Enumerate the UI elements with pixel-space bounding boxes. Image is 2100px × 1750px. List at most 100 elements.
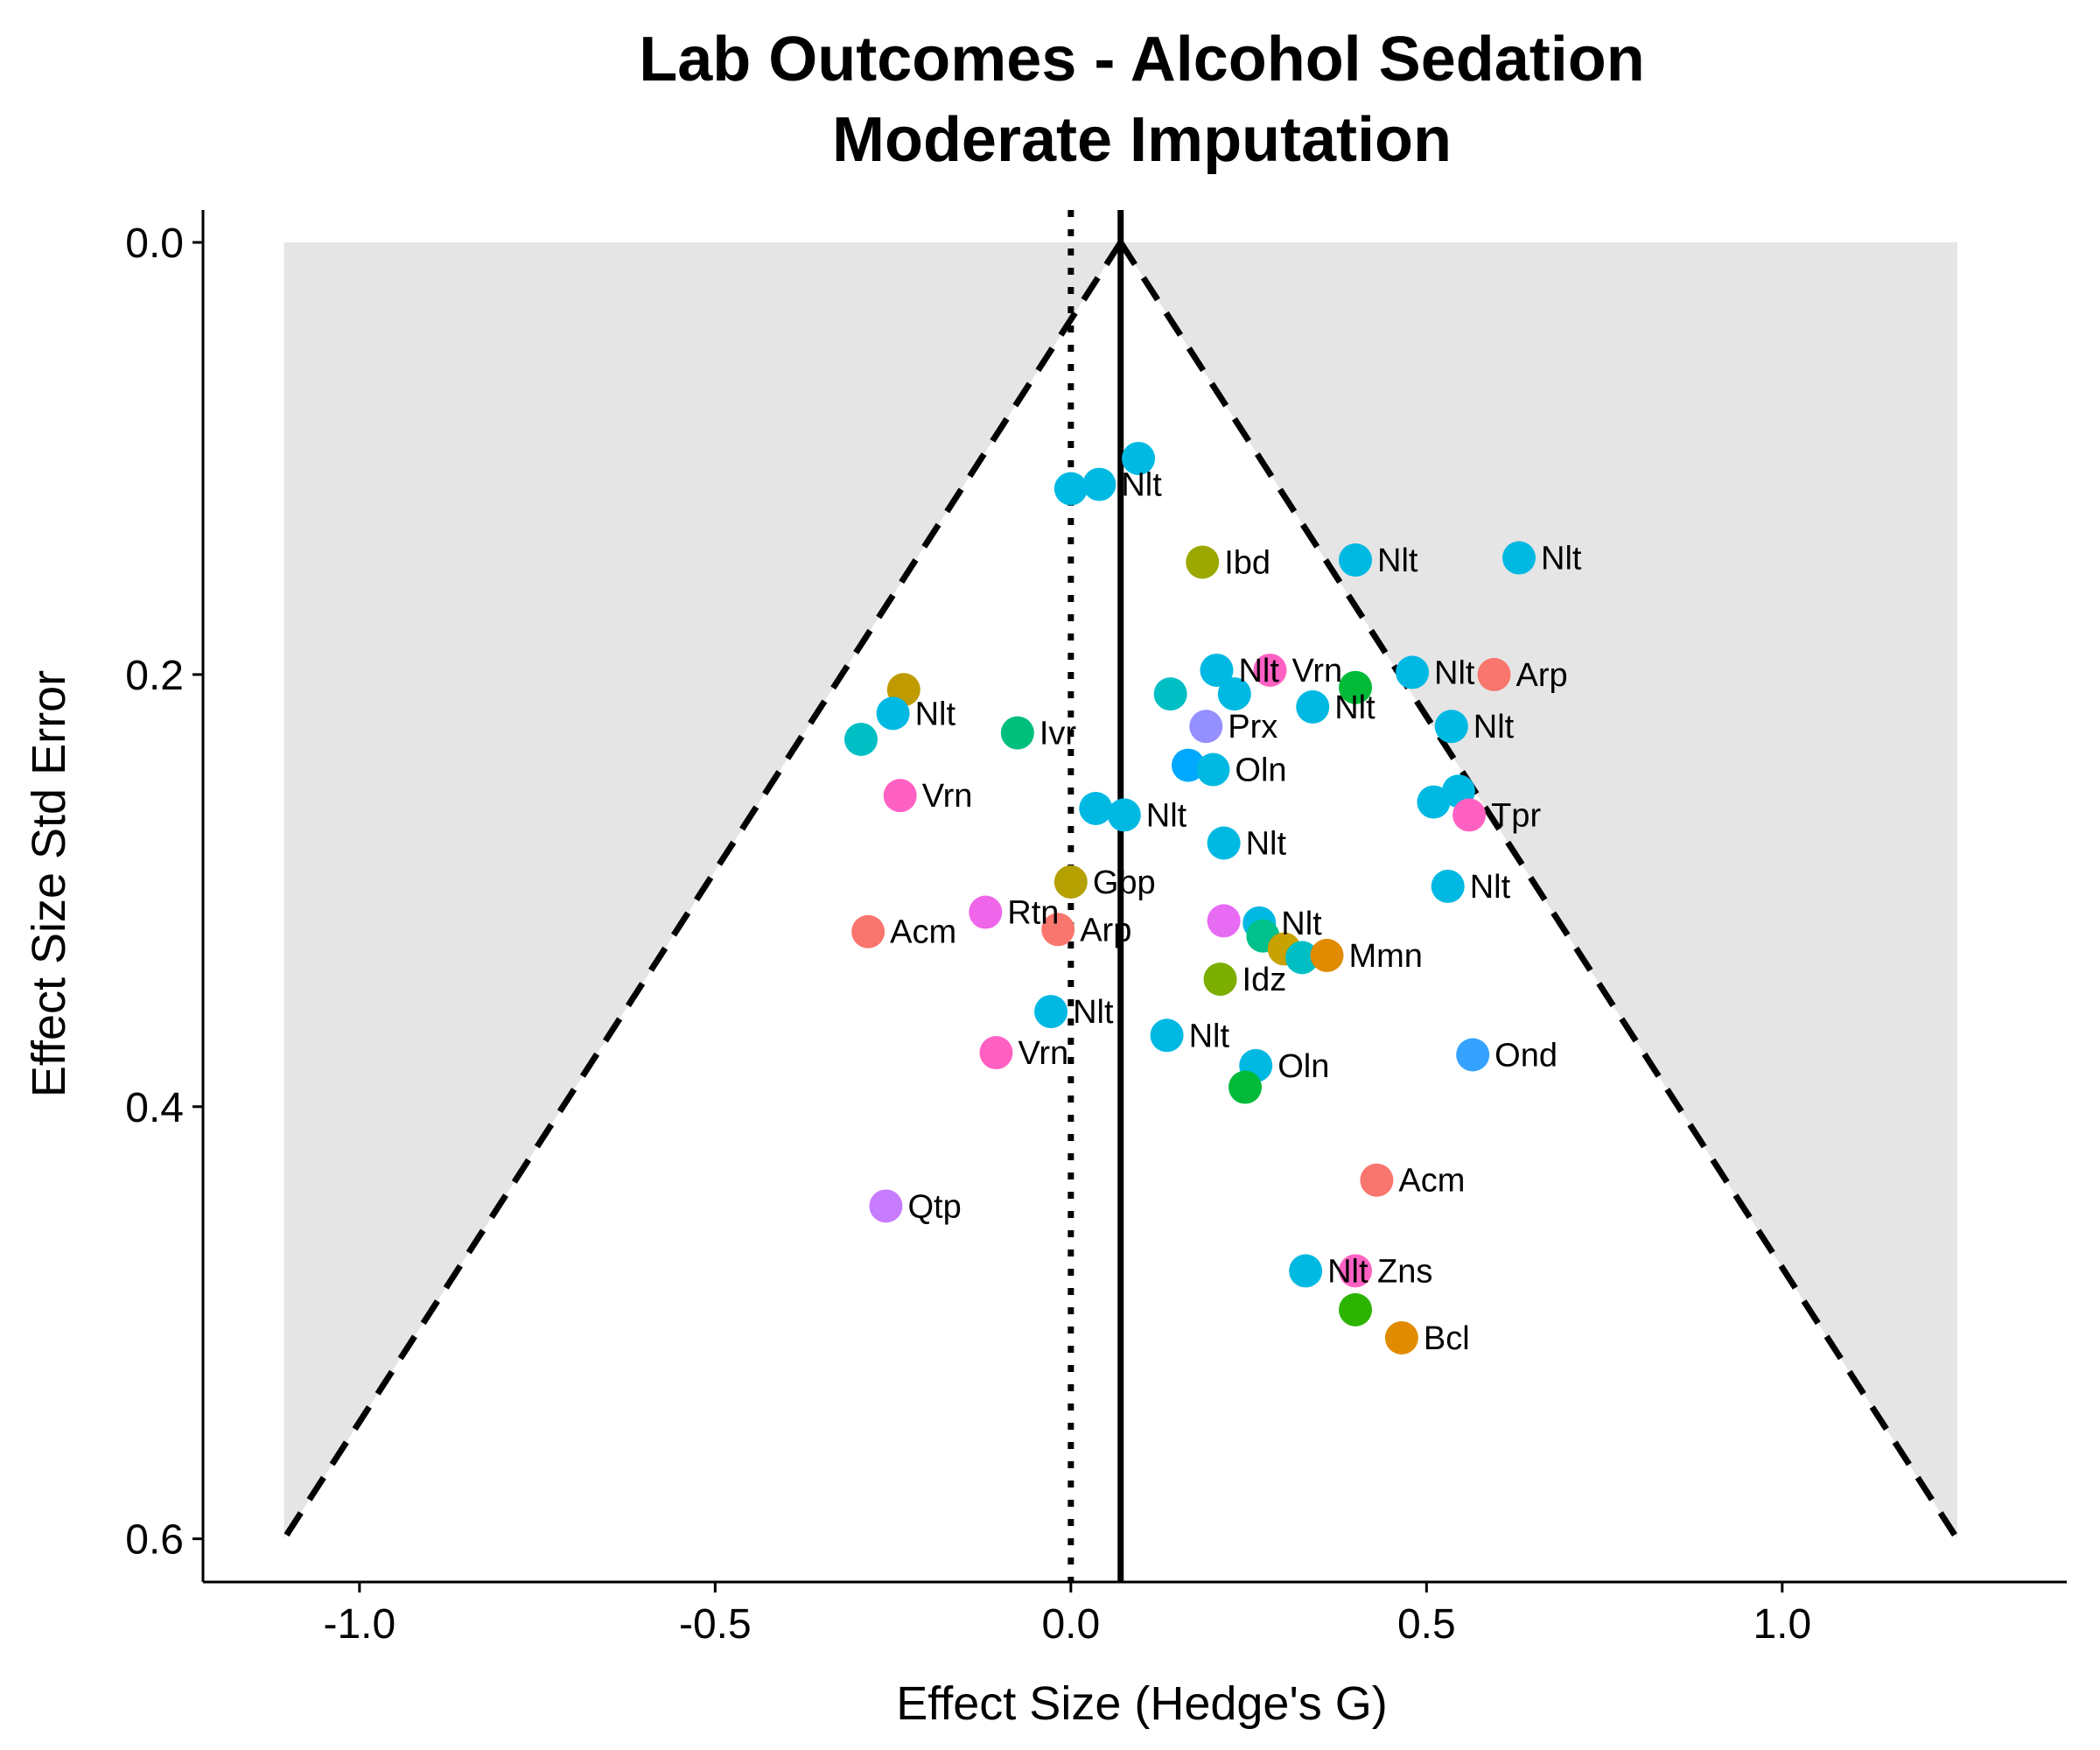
data-point bbox=[883, 779, 917, 813]
data-point bbox=[1296, 690, 1330, 724]
data-point bbox=[1310, 938, 1344, 972]
data-point bbox=[1200, 653, 1234, 687]
data-point bbox=[1122, 441, 1156, 475]
point-label: Nlt bbox=[1377, 542, 1418, 579]
point-label: Oln bbox=[1278, 1048, 1329, 1085]
data-point bbox=[1456, 1038, 1490, 1072]
point-label: Acm bbox=[890, 914, 956, 951]
chart-title: Lab Outcomes - Alcohol Sedation bbox=[639, 24, 1644, 94]
point-label: Ibd bbox=[1224, 544, 1270, 581]
data-point bbox=[1186, 545, 1220, 579]
y-axis-title: Effect Size Std Error bbox=[23, 670, 75, 1097]
point-label: Nlt bbox=[1073, 994, 1114, 1031]
y-tick-label: 0.6 bbox=[125, 1517, 184, 1564]
point-label: Arp bbox=[1080, 912, 1131, 948]
data-point bbox=[1207, 904, 1241, 938]
data-point bbox=[1477, 657, 1511, 691]
x-tick-label: 0.5 bbox=[1397, 1601, 1456, 1648]
funnel-line-left bbox=[281, 241, 1124, 1541]
point-label: Nlt bbox=[1327, 1253, 1368, 1290]
data-point bbox=[1153, 677, 1187, 711]
funnel-region bbox=[281, 241, 1960, 1541]
funnel-line-right bbox=[1117, 241, 1960, 1541]
data-point bbox=[979, 1036, 1013, 1070]
data-point bbox=[1217, 677, 1251, 711]
point-label: Nlt bbox=[1541, 541, 1582, 578]
point-label: Nlt bbox=[1189, 1018, 1230, 1054]
data-points bbox=[844, 441, 1536, 1354]
x-tick-label: 0.0 bbox=[1041, 1601, 1100, 1648]
data-point bbox=[1452, 798, 1487, 832]
data-point bbox=[844, 722, 878, 756]
data-point bbox=[1150, 1018, 1184, 1053]
point-label: Nlt bbox=[1470, 869, 1511, 906]
point-label: Nlt bbox=[915, 696, 956, 732]
point-label: Nlt bbox=[1246, 826, 1287, 863]
point-label: Prx bbox=[1228, 709, 1278, 746]
data-point bbox=[1054, 864, 1088, 899]
data-point bbox=[1289, 1254, 1323, 1288]
data-point bbox=[1203, 962, 1237, 997]
data-point bbox=[1431, 869, 1465, 903]
data-point bbox=[1396, 655, 1430, 690]
point-label: Vrn bbox=[1292, 653, 1342, 690]
point-label: Acm bbox=[1398, 1163, 1465, 1200]
y-tick-label: 0.4 bbox=[125, 1085, 184, 1131]
data-point bbox=[1434, 710, 1468, 744]
point-label: Oln bbox=[1235, 752, 1286, 789]
data-point bbox=[1196, 752, 1230, 787]
data-point bbox=[1107, 798, 1141, 832]
data-point bbox=[1339, 670, 1373, 704]
data-point bbox=[1228, 1070, 1263, 1104]
point-label: Tpr bbox=[1491, 797, 1541, 834]
axes: -1.0 -0.5 0.0 0.5 1.0 0.0 0.2 0.4 0.6 bbox=[125, 210, 2067, 1648]
chart-subtitle: Moderate Imputation bbox=[832, 105, 1452, 175]
funnel-shade-left bbox=[284, 242, 1121, 1539]
data-point bbox=[1502, 541, 1536, 575]
point-label: Nlt bbox=[1121, 467, 1162, 504]
data-point bbox=[1041, 913, 1075, 947]
point-label: Bcl bbox=[1424, 1320, 1470, 1357]
point-label: Vrn bbox=[922, 778, 973, 815]
y-tick-label: 0.2 bbox=[125, 653, 184, 699]
point-label: Ond bbox=[1494, 1037, 1558, 1074]
data-point bbox=[1417, 785, 1451, 819]
data-point bbox=[1054, 472, 1088, 506]
point-label: Nlt bbox=[1474, 709, 1515, 746]
data-point bbox=[1360, 1163, 1394, 1197]
data-point bbox=[1079, 791, 1113, 825]
data-point bbox=[1384, 1320, 1418, 1354]
data-point bbox=[1339, 1292, 1373, 1326]
point-label: Nlt bbox=[1146, 797, 1187, 834]
point-label: Nlt bbox=[1334, 690, 1376, 726]
point-label: Nlt bbox=[1281, 906, 1322, 942]
data-point bbox=[869, 1189, 903, 1223]
point-label: Zns bbox=[1377, 1253, 1432, 1290]
data-point bbox=[876, 696, 910, 731]
data-point bbox=[1171, 748, 1205, 782]
point-label: Gbp bbox=[1093, 864, 1156, 901]
point-label: Arp bbox=[1516, 657, 1568, 694]
point-label: Nlt bbox=[1238, 653, 1279, 690]
data-point bbox=[1034, 995, 1068, 1029]
data-point bbox=[1207, 826, 1241, 860]
data-point bbox=[1339, 543, 1373, 578]
point-label: Rtn bbox=[1007, 895, 1059, 932]
x-tick-label: -0.5 bbox=[679, 1601, 752, 1648]
data-point bbox=[1000, 716, 1034, 750]
data-point bbox=[969, 895, 1003, 929]
point-label: Qtp bbox=[907, 1188, 961, 1225]
y-tick-label: 0.0 bbox=[125, 220, 184, 267]
point-label: Mmn bbox=[1349, 938, 1423, 975]
data-point bbox=[1253, 653, 1287, 687]
point-label: Ivr bbox=[1040, 716, 1077, 752]
point-label: Nlt bbox=[1434, 654, 1475, 691]
data-point bbox=[851, 914, 886, 948]
x-axis-title: Effect Size (Hedge's G) bbox=[896, 1677, 1388, 1730]
reference-lines bbox=[1068, 210, 1124, 1582]
point-label: Vrn bbox=[1018, 1035, 1068, 1072]
x-tick-label: 1.0 bbox=[1753, 1601, 1811, 1648]
data-point bbox=[1082, 467, 1116, 501]
